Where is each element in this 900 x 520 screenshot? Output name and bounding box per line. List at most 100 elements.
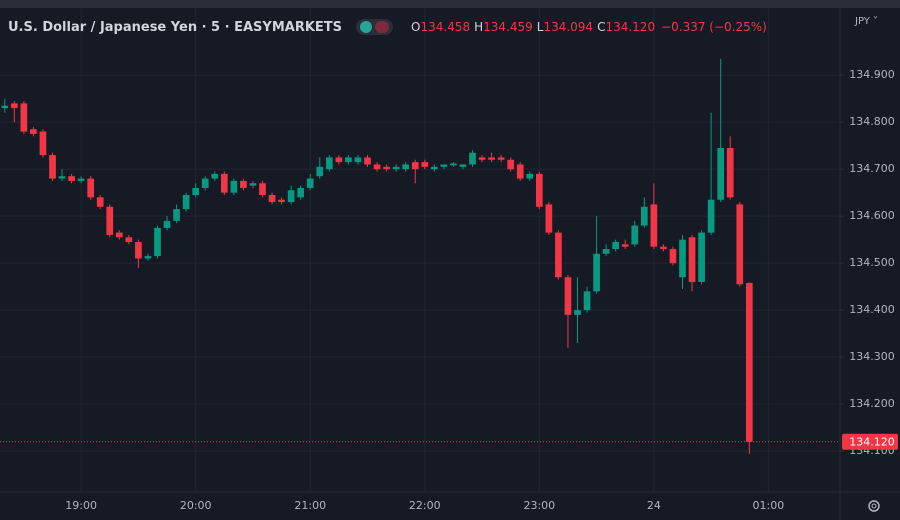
x-tick-label: 23:00 (523, 499, 555, 512)
gear-center[interactable] (871, 503, 877, 509)
candle-body (297, 187, 305, 198)
ohlc-label: C (597, 20, 606, 34)
candle-body (306, 178, 314, 188)
candle-body (173, 209, 180, 221)
y-tick-label: 134.900 (849, 68, 895, 81)
y-tick-label: 134.700 (849, 162, 895, 175)
currency-menu[interactable]: JPY ˅ (855, 16, 879, 27)
candle-body (745, 282, 753, 442)
candle-body (736, 204, 744, 285)
candle-body (20, 103, 28, 132)
candle-body (421, 162, 429, 167)
x-tick-label: 19:00 (65, 499, 97, 512)
candle-body (364, 157, 371, 165)
candle-body (106, 206, 114, 235)
candle-body (497, 157, 505, 160)
candle-body (707, 199, 715, 233)
candle-body (249, 183, 257, 186)
candle-body (526, 173, 534, 179)
candle-body (211, 173, 219, 179)
candle-body (268, 195, 276, 203)
candle-body (450, 163, 457, 166)
candle-body (612, 242, 620, 250)
x-tick-label: 01:00 (753, 499, 785, 512)
status-dot (360, 21, 373, 33)
candle-body (621, 244, 629, 247)
candle-body (383, 166, 390, 170)
status-pill[interactable] (356, 19, 394, 35)
candle-body (182, 195, 190, 210)
currency[interactable]: JPY (855, 16, 870, 27)
candle-body (287, 190, 295, 203)
ohlc-label: O (411, 20, 421, 34)
candle-body (469, 152, 476, 165)
candle-body (259, 183, 266, 196)
candle-body (574, 310, 581, 315)
candle-body (230, 180, 238, 193)
candle-body (201, 178, 209, 188)
candle-body (660, 246, 667, 250)
candle-body (564, 277, 572, 315)
candle-body (345, 157, 352, 163)
ohlc-value: 134.459 (483, 20, 533, 34)
ohlc-value: 134.458 (420, 20, 471, 34)
candle-body (488, 157, 495, 160)
y-tick-label: 134.500 (849, 256, 895, 269)
candle-body (87, 178, 95, 198)
candle-body (535, 173, 543, 207)
candle-body (669, 249, 677, 264)
candle-body (478, 157, 486, 160)
candle-body (688, 237, 696, 282)
candle-body (77, 178, 85, 181)
x-tick-label: 22:00 (409, 499, 441, 512)
candle-body (354, 157, 362, 163)
candle-body (411, 162, 419, 170)
candle-body (163, 220, 171, 228)
x-tick-label: 21:00 (294, 499, 326, 512)
candle-body (459, 164, 467, 167)
x-tick-label: 24 (647, 499, 661, 512)
candle-body (545, 204, 553, 233)
grid (0, 8, 840, 492)
y-tick-label: 134.300 (849, 350, 895, 363)
settings-icon[interactable] (868, 500, 880, 512)
candle-body (430, 166, 438, 170)
candle-body (726, 148, 734, 198)
ohlc-value: 134.120 (605, 20, 656, 34)
candle-body (154, 227, 161, 257)
gear[interactable] (868, 500, 880, 512)
y-tick-label: 134.200 (849, 397, 895, 410)
candle-body (115, 232, 123, 238)
candle-body (392, 166, 400, 170)
candle-body (602, 249, 610, 254)
header: U.S. Dollar / Japanese Yen · 5 · EASYMAR… (8, 17, 767, 37)
y-tick-label: 134.400 (849, 303, 895, 316)
candle-body (220, 173, 228, 193)
candle-body (593, 253, 600, 292)
candle-body (698, 232, 705, 282)
ohlc-label: L (536, 20, 544, 34)
candle-body (192, 187, 200, 196)
candle-body (335, 157, 343, 163)
last-price-label: 134.120 (849, 436, 895, 449)
y-tick-label: 134.600 (849, 209, 895, 222)
status-dot (375, 21, 390, 33)
symbol-title: U.S. Dollar / Japanese Yen · 5 · EASYMAR… (8, 19, 343, 35)
candle-body (631, 225, 639, 245)
ohlc-label: H (474, 20, 484, 34)
candle-body (58, 176, 66, 179)
candle-body (125, 237, 133, 243)
change: −0.337 (−0.25%) (661, 20, 767, 34)
candle-body (96, 197, 104, 207)
top-bar (0, 0, 900, 8)
candle-body (373, 164, 381, 170)
candle-body (135, 242, 142, 259)
candle-body (507, 159, 515, 170)
candle-body (717, 148, 725, 200)
y-tick-label: 134.800 (849, 115, 895, 128)
candle-body (10, 103, 18, 109)
last-price-tag (842, 433, 898, 450)
candle-body (1, 105, 9, 109)
